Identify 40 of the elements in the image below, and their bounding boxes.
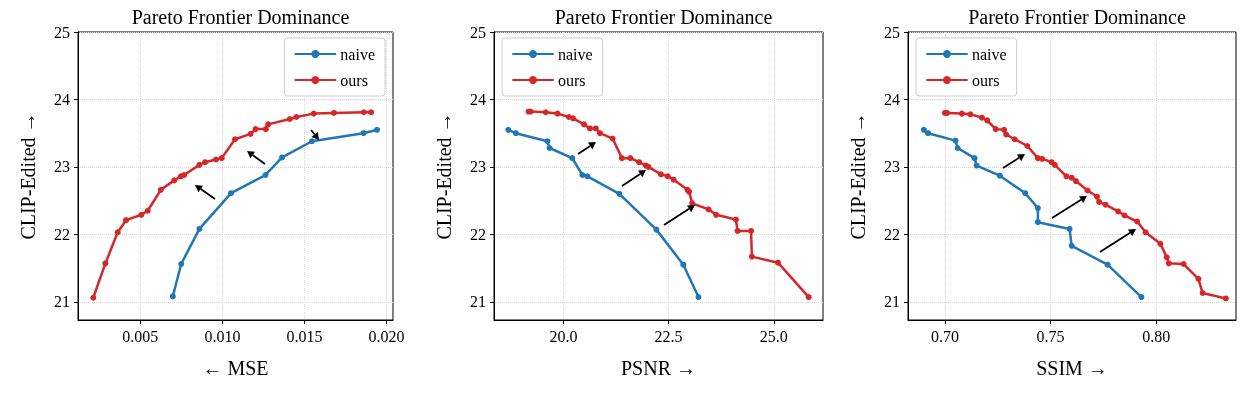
x-tick-label: 0.75 [1036, 327, 1065, 345]
y-axis-title: CLIP-Edited → [433, 112, 455, 240]
legend-label: ours [340, 71, 368, 89]
y-axis-title: CLIP-Edited → [847, 112, 869, 240]
x-tick-label: 22.5 [654, 327, 683, 345]
x-tick-label: 0.005 [122, 327, 159, 345]
x-tick-label: 0.015 [286, 327, 323, 345]
chart-title: Pareto Frontier Dominance [554, 6, 773, 28]
y-tick-label: 22 [884, 225, 900, 243]
y-tick-label: 24 [884, 90, 900, 108]
chart-title: Pareto Frontier Dominance [131, 6, 350, 28]
x-axis-title: SSIM → [1036, 357, 1108, 379]
y-axis-title: CLIP-Edited → [17, 112, 39, 240]
y-tick-label: 21 [470, 293, 486, 311]
x-tick-label: 0.80 [1142, 327, 1171, 345]
legend-label: ours [558, 71, 586, 89]
y-tick-label: 23 [884, 158, 900, 176]
x-axis-title: PSNR → [620, 357, 697, 379]
x-tick-label: 0.70 [930, 327, 959, 345]
legend-label: naive [558, 45, 593, 63]
legend-label: naive [972, 45, 1007, 63]
y-tick-label: 23 [54, 158, 70, 176]
y-tick-label: 25 [470, 23, 486, 41]
y-tick-label: 21 [884, 293, 900, 311]
y-tick-label: 24 [54, 90, 70, 108]
x-tick-label: 20.0 [549, 327, 578, 345]
x-tick-label: 25.0 [759, 327, 788, 345]
x-tick-label: 0.020 [368, 327, 405, 345]
legend-label: naive [340, 45, 376, 63]
x-axis-title: ← MSE [202, 357, 269, 379]
y-tick-label: 25 [54, 23, 70, 41]
y-tick-label: 24 [470, 90, 486, 108]
y-tick-label: 23 [470, 158, 486, 176]
x-tick-label: 0.010 [204, 327, 241, 345]
y-tick-label: 25 [884, 23, 900, 41]
y-tick-label: 21 [54, 293, 70, 311]
y-tick-label: 22 [470, 225, 486, 243]
y-tick-label: 22 [54, 225, 70, 243]
chart-title: Pareto Frontier Dominance [968, 6, 1186, 28]
legend-label: ours [972, 71, 1000, 89]
